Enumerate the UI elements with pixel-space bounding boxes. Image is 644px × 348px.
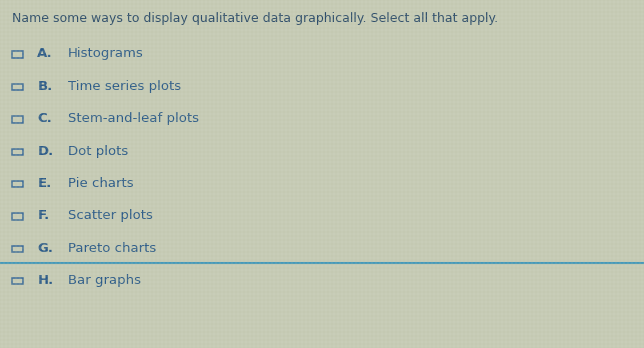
Text: Bar graphs: Bar graphs [68, 274, 140, 287]
Text: Stem-and-leaf plots: Stem-and-leaf plots [68, 112, 198, 125]
Text: Histograms: Histograms [68, 47, 144, 61]
Text: E.: E. [37, 177, 52, 190]
Text: A.: A. [37, 47, 53, 61]
Text: Pie charts: Pie charts [68, 177, 133, 190]
Text: Name some ways to display qualitative data graphically. Select all that apply.: Name some ways to display qualitative da… [12, 12, 498, 25]
Text: Dot plots: Dot plots [68, 144, 128, 158]
Text: Pareto charts: Pareto charts [68, 242, 156, 255]
Text: C.: C. [37, 112, 52, 125]
Text: F.: F. [37, 209, 50, 222]
Text: H.: H. [37, 274, 53, 287]
Text: Scatter plots: Scatter plots [68, 209, 153, 222]
Text: G.: G. [37, 242, 53, 255]
Text: Time series plots: Time series plots [68, 80, 181, 93]
Text: D.: D. [37, 144, 53, 158]
Text: B.: B. [37, 80, 53, 93]
